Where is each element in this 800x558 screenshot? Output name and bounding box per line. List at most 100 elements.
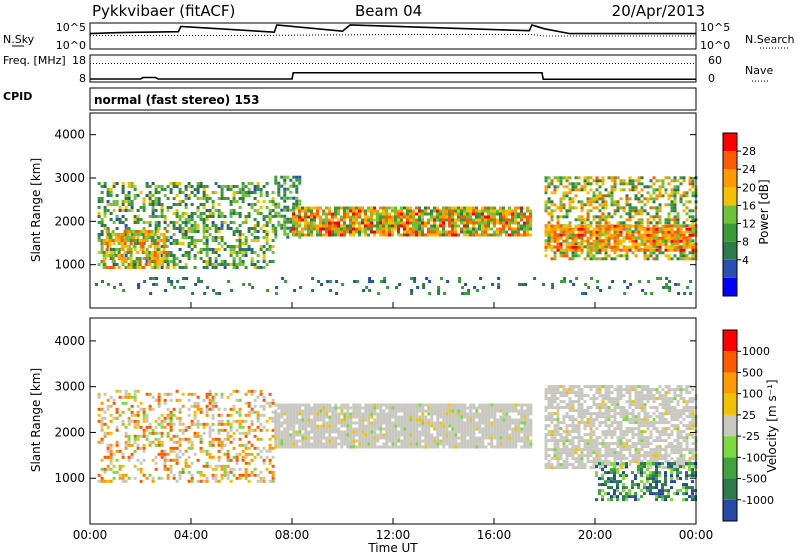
power-cell bbox=[161, 212, 164, 215]
power-cell bbox=[283, 179, 286, 182]
velocity-cell bbox=[328, 446, 331, 449]
velocity-cell bbox=[101, 468, 104, 471]
velocity-cell bbox=[263, 396, 266, 399]
power-cell bbox=[656, 245, 659, 248]
velocity-cell bbox=[358, 443, 361, 446]
power-cell bbox=[481, 210, 484, 213]
power-cell bbox=[674, 188, 677, 191]
power-cell bbox=[626, 225, 629, 228]
velocity-cell bbox=[206, 462, 209, 465]
power-cell bbox=[128, 182, 131, 185]
power-cell bbox=[122, 185, 125, 188]
velocity-cell bbox=[98, 393, 101, 396]
power-cell bbox=[385, 231, 388, 234]
power-cell bbox=[596, 286, 599, 289]
power-cell bbox=[107, 200, 110, 203]
power-cell bbox=[142, 233, 145, 236]
power-cell bbox=[665, 239, 668, 242]
power-cell bbox=[176, 182, 179, 185]
velocity-cell bbox=[355, 410, 358, 413]
velocity-cell bbox=[382, 434, 385, 437]
power-cell bbox=[563, 233, 566, 236]
power-cell bbox=[641, 289, 644, 292]
power-cell bbox=[170, 182, 173, 185]
power-cell bbox=[316, 231, 319, 234]
velocity-cell bbox=[331, 443, 334, 446]
velocity-cell bbox=[554, 466, 557, 469]
velocity-cell bbox=[436, 428, 439, 431]
velocity-cell bbox=[563, 406, 566, 409]
velocity-cell bbox=[170, 417, 173, 420]
power-cell bbox=[277, 212, 280, 215]
velocity-cell bbox=[179, 441, 182, 444]
power-cell bbox=[179, 266, 182, 269]
velocity-cell bbox=[137, 444, 140, 447]
velocity-cell bbox=[352, 416, 355, 419]
velocity-cell bbox=[200, 441, 203, 444]
velocity-cell bbox=[487, 443, 490, 446]
velocity-cell bbox=[409, 437, 412, 440]
power-cell bbox=[185, 230, 188, 233]
velocity-cell bbox=[128, 456, 131, 459]
velocity-cell bbox=[367, 407, 370, 410]
velocity-cell bbox=[448, 419, 451, 422]
velocity-cell bbox=[403, 419, 406, 422]
velocity-cell bbox=[548, 424, 551, 427]
velocity-cell bbox=[269, 405, 272, 408]
velocity-cell bbox=[421, 410, 424, 413]
power-cell bbox=[611, 197, 614, 200]
velocity-cell bbox=[301, 410, 304, 413]
power-cell bbox=[307, 222, 310, 225]
power-cell bbox=[160, 263, 163, 266]
power-cell bbox=[406, 216, 409, 219]
velocity-cell bbox=[397, 422, 400, 425]
power-cell bbox=[361, 222, 364, 225]
velocity-cell bbox=[445, 425, 448, 428]
power-cell bbox=[614, 228, 617, 231]
power-cell bbox=[560, 237, 563, 240]
power-cell bbox=[593, 179, 596, 182]
power-cell bbox=[257, 239, 260, 242]
power-cell bbox=[551, 215, 554, 218]
velocity-cell bbox=[523, 425, 526, 428]
velocity-cell bbox=[254, 390, 257, 393]
velocity-cell bbox=[385, 425, 388, 428]
power-cell bbox=[319, 231, 322, 234]
velocity-cell bbox=[364, 419, 367, 422]
power-cell bbox=[134, 242, 137, 245]
velocity-cell bbox=[352, 428, 355, 431]
power-cell bbox=[185, 263, 188, 266]
velocity-cell bbox=[439, 440, 442, 443]
freq-series-0 bbox=[90, 73, 696, 80]
power-cell bbox=[677, 221, 680, 224]
power-cell bbox=[149, 203, 152, 206]
velocity-cell bbox=[505, 410, 508, 413]
power-cell bbox=[406, 219, 409, 222]
power-cell bbox=[101, 230, 104, 233]
power-cell bbox=[277, 206, 280, 209]
power-cell bbox=[131, 185, 134, 188]
power-cell bbox=[185, 218, 188, 221]
velocity-cell bbox=[310, 422, 313, 425]
power-cell bbox=[557, 249, 560, 252]
power-cell bbox=[124, 230, 127, 233]
power-cell bbox=[254, 188, 257, 191]
velocity-cell bbox=[101, 459, 104, 462]
velocity-cell bbox=[352, 446, 355, 449]
velocity-cell bbox=[337, 422, 340, 425]
velocity-cell bbox=[322, 428, 325, 431]
power-cell bbox=[665, 221, 668, 224]
velocity-cell bbox=[212, 438, 215, 441]
velocity-cell bbox=[292, 404, 295, 407]
power-cell bbox=[608, 243, 611, 246]
power-cell bbox=[557, 236, 560, 239]
power-cell bbox=[301, 210, 304, 213]
power-cell bbox=[157, 236, 160, 239]
power-cell bbox=[611, 237, 614, 240]
velocity-cell bbox=[316, 443, 319, 446]
power-cell bbox=[194, 212, 197, 215]
noise-right-tick-top: 10^5 bbox=[700, 21, 730, 34]
velocity-cell bbox=[331, 416, 334, 419]
velocity-cell bbox=[313, 407, 316, 410]
power-cell bbox=[611, 191, 614, 194]
